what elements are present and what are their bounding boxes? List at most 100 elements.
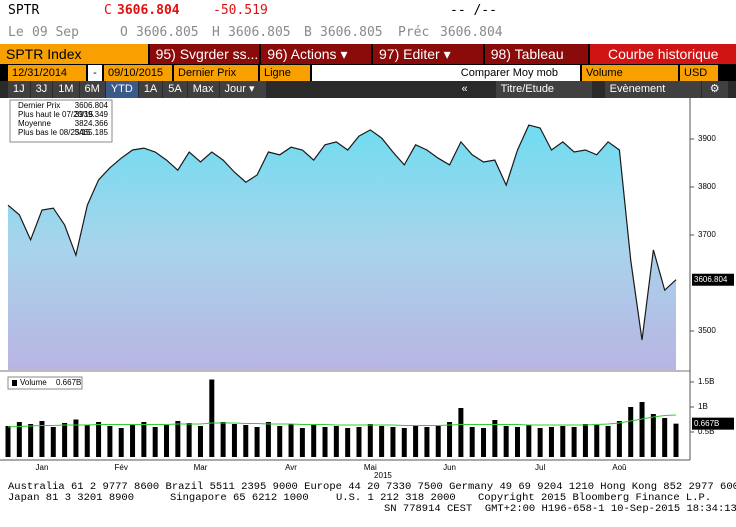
- volume-bar: [526, 425, 532, 457]
- period-button[interactable]: 1M: [53, 81, 79, 98]
- period-button[interactable]: 3J: [30, 81, 53, 98]
- volume-bar: [152, 427, 158, 457]
- footer-japan: Japan 81 3 3201 8900: [8, 492, 135, 504]
- volume-bar: [605, 426, 611, 457]
- security-button[interactable]: SPTR Index: [0, 44, 148, 64]
- x-tick-label: Mar: [194, 463, 208, 472]
- save-button[interactable]: 95) Svgrder ss...: [149, 44, 260, 64]
- collapse-button[interactable]: «: [456, 81, 473, 98]
- time: -- /--: [450, 3, 497, 18]
- volume-bar: [299, 428, 305, 457]
- volume-bar: [401, 428, 407, 457]
- volume-bar: [628, 407, 634, 457]
- footer-session: SN 778914 CEST GMT+2:00 H196-658-1 10-Se…: [384, 503, 736, 515]
- open-label: O: [120, 25, 128, 40]
- period-button[interactable]: YTD: [105, 81, 138, 98]
- volume-bar: [469, 427, 475, 457]
- legend-value: 3824.366: [75, 119, 109, 128]
- volume-bar: [582, 424, 588, 457]
- volume-bar: [571, 427, 577, 457]
- interval-select[interactable]: Jour ▾: [219, 81, 266, 98]
- style-select[interactable]: Ligne: [260, 65, 310, 81]
- date: 09 Sep: [32, 25, 79, 40]
- high-label: H: [212, 25, 220, 40]
- volume-bar: [5, 426, 11, 457]
- volume-bar: [197, 426, 203, 457]
- legend-label: Plus haut le 07/20/15: [18, 110, 94, 119]
- legend-label: Volume: [20, 378, 47, 387]
- edit-button[interactable]: 97) Editer ▾: [373, 44, 483, 64]
- area-fill: [8, 125, 676, 370]
- event-button[interactable]: Evènement: [604, 81, 701, 98]
- price-line: [7, 124, 677, 341]
- volume-bar: [662, 418, 668, 457]
- change: -50.519: [213, 3, 268, 18]
- open: 3606.805: [136, 25, 199, 40]
- last-value-box: [692, 273, 734, 286]
- currency-select[interactable]: USD: [680, 65, 718, 81]
- volume-bar: [254, 427, 260, 457]
- prev-label: Préc: [398, 25, 430, 40]
- end-date[interactable]: 09/10/2015: [104, 65, 172, 81]
- actions-button[interactable]: 96) Actions ▾: [261, 44, 371, 64]
- footer-copyright: Copyright 2015 Bloomberg Finance L.P.: [478, 492, 712, 504]
- period-button[interactable]: 5A: [163, 81, 187, 98]
- volume-bar: [514, 427, 520, 457]
- footer-us: U.S. 1 212 318 2000: [336, 492, 456, 504]
- y-tick-label: 3700: [698, 230, 716, 239]
- y-tick-label: 1.5B: [698, 377, 714, 386]
- footer-line: Australia 61 2 9777 8600 Brazil 5511 239…: [8, 481, 736, 493]
- volume-bar: [50, 427, 56, 457]
- chart: Dernier Prix 3606.804 Plus haut le 07/20…: [0, 98, 734, 480]
- volume-bar: [16, 422, 22, 457]
- x-tick-label: Avr: [285, 463, 297, 472]
- volume-bar: [220, 422, 226, 457]
- period-button[interactable]: 1J: [8, 81, 30, 98]
- period-button[interactable]: 1A: [138, 81, 163, 98]
- y-tick-label: 3500: [698, 326, 716, 335]
- compare-select[interactable]: Comparer Moy mob: [312, 65, 580, 81]
- date-sep: -: [88, 65, 102, 81]
- period-button[interactable]: 6M: [79, 81, 105, 98]
- volume-bar: [107, 426, 113, 457]
- legend-value: 0.667B: [56, 378, 81, 387]
- volume-bar: [673, 423, 679, 457]
- lower-select[interactable]: Volume: [582, 65, 678, 81]
- legend: Dernier Prix 3606.804 Plus haut le 07/20…: [9, 99, 113, 143]
- volume-bar: [164, 425, 170, 457]
- x-tick-label: Jun: [443, 463, 456, 472]
- period-button[interactable]: Max: [187, 81, 219, 98]
- legend-value: 3606.804: [75, 101, 109, 110]
- volume-bar: [413, 425, 419, 457]
- volume-bar: [492, 420, 498, 457]
- study-button[interactable]: Titre/Etude: [495, 81, 592, 98]
- legend-value: 3939.349: [75, 110, 109, 119]
- x-tick-label: Aoû: [612, 463, 626, 472]
- function-title: Courbe historique: [590, 44, 736, 64]
- y-tick-label: 3800: [698, 182, 716, 191]
- volume-bar: [118, 428, 124, 457]
- volume-bar: [73, 419, 79, 457]
- volume-bar: [39, 421, 45, 457]
- quote-header: SPTR C 3606.804 -50.519 -- /--: [0, 0, 736, 22]
- volume-bar: [141, 422, 147, 457]
- volume-bar: [62, 423, 68, 457]
- legend-label: Moyenne: [18, 119, 51, 128]
- field-select[interactable]: Dernier Prix: [174, 65, 258, 81]
- legend-label: Dernier Prix: [18, 101, 60, 110]
- start-date[interactable]: 12/31/2014: [8, 65, 86, 81]
- volume-bar: [333, 426, 339, 457]
- volume-bar: [548, 427, 554, 457]
- x-tick-label: Mai: [364, 463, 377, 472]
- toolbar: SPTR Index 95) Svgrder ss... 96) Actions…: [0, 44, 736, 64]
- volume-bar: [560, 426, 566, 457]
- volume-bar: [209, 379, 215, 457]
- last-value-label: 3606.804: [694, 275, 728, 284]
- volume-bar: [447, 422, 453, 457]
- table-button[interactable]: 98) Tableau: [484, 44, 589, 64]
- settings-icon[interactable]: ⚙: [701, 81, 728, 98]
- volume-bar: [231, 424, 237, 457]
- high: 3606.805: [228, 25, 291, 40]
- volume-bar: [379, 426, 385, 457]
